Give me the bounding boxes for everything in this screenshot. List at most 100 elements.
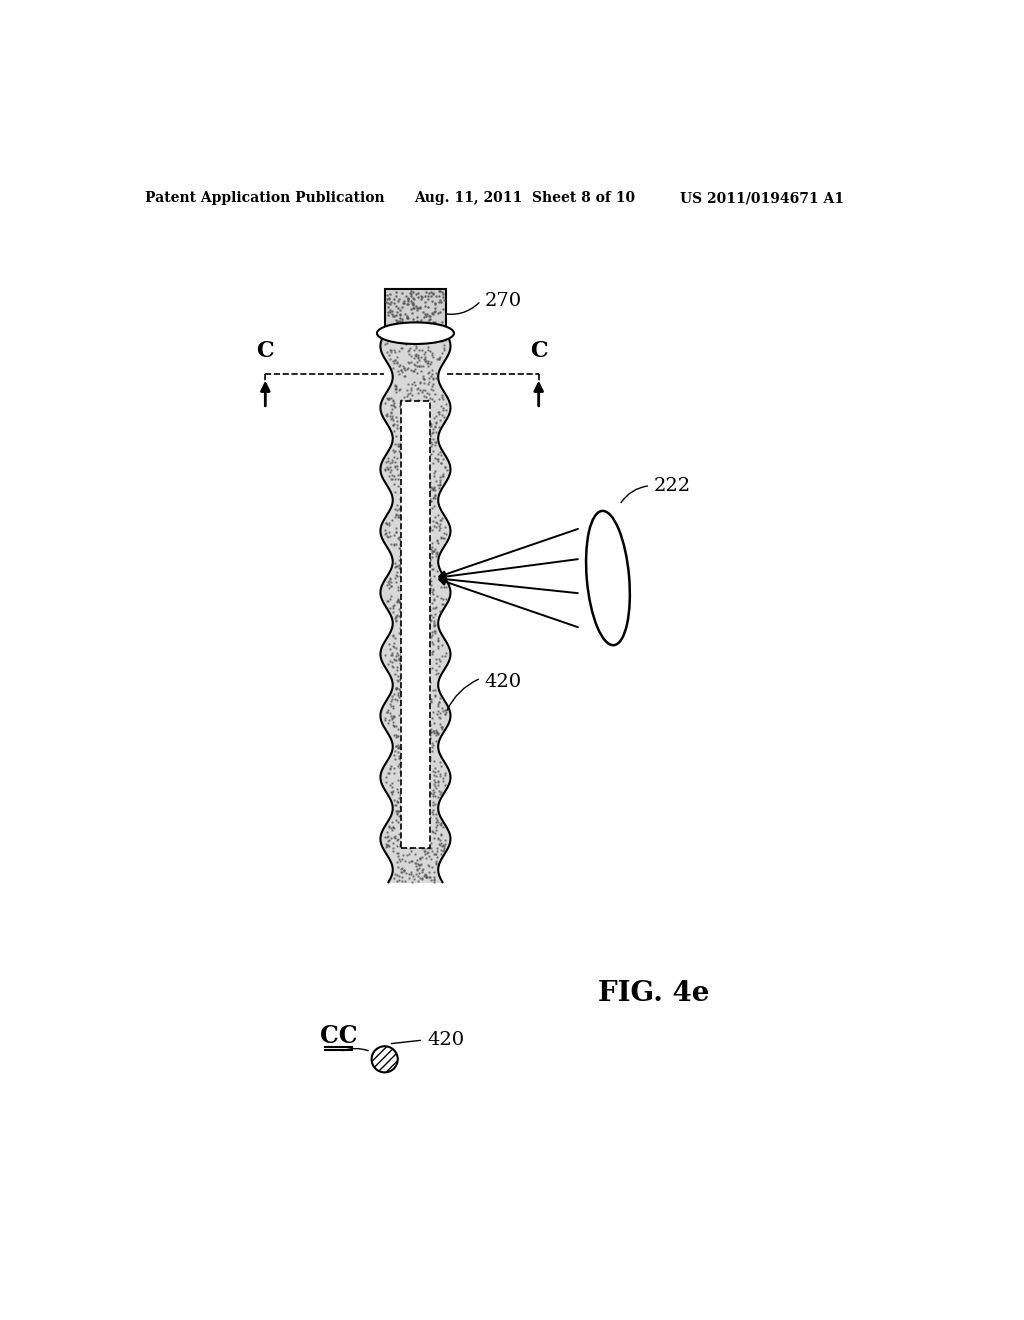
Text: FIG. 4e: FIG. 4e xyxy=(598,981,710,1007)
Point xyxy=(396,741,413,762)
Point xyxy=(423,554,439,576)
Point xyxy=(409,764,425,785)
Point xyxy=(435,768,452,789)
Point xyxy=(406,488,422,510)
Point xyxy=(413,533,429,554)
Point xyxy=(406,339,422,360)
Point xyxy=(425,578,441,599)
Point xyxy=(412,653,428,675)
Point xyxy=(414,599,430,620)
Point xyxy=(416,496,432,517)
Point xyxy=(401,752,418,774)
Point xyxy=(396,434,413,455)
Point xyxy=(421,731,437,752)
Point xyxy=(390,549,407,570)
Point xyxy=(388,378,404,399)
Point xyxy=(379,826,395,847)
Point xyxy=(385,841,401,862)
Point xyxy=(426,616,442,638)
Point xyxy=(412,677,428,698)
Point xyxy=(407,319,423,341)
Point xyxy=(397,717,414,738)
Point xyxy=(408,539,424,560)
Point xyxy=(393,861,410,882)
Point xyxy=(438,459,455,480)
Point xyxy=(408,296,424,317)
Point xyxy=(402,709,419,730)
Point xyxy=(406,638,422,659)
Point xyxy=(435,407,452,428)
Point xyxy=(403,426,420,447)
Point xyxy=(431,478,447,499)
Point xyxy=(410,323,426,345)
Point xyxy=(392,833,409,854)
Point xyxy=(407,741,423,762)
Point xyxy=(387,607,403,628)
Point xyxy=(402,770,419,791)
Point xyxy=(418,474,434,495)
Point xyxy=(426,869,442,890)
Point xyxy=(419,766,435,787)
Point xyxy=(432,292,449,313)
Point xyxy=(382,644,398,665)
Point xyxy=(386,744,402,766)
Point xyxy=(435,298,452,319)
Point xyxy=(391,680,408,701)
Point xyxy=(415,814,431,836)
Point xyxy=(430,474,446,495)
Point xyxy=(416,676,432,697)
Point xyxy=(399,451,416,473)
Point xyxy=(418,747,434,768)
Point xyxy=(401,343,418,364)
Point xyxy=(417,341,433,362)
Point xyxy=(420,510,436,531)
Point xyxy=(423,841,439,862)
Point xyxy=(416,422,432,444)
Point xyxy=(408,343,424,364)
Point xyxy=(424,737,440,758)
Point xyxy=(419,552,435,573)
Point xyxy=(408,582,424,603)
Point xyxy=(413,605,429,626)
Point xyxy=(434,645,451,667)
Point xyxy=(412,465,428,486)
Point xyxy=(394,871,411,892)
Point xyxy=(400,639,417,660)
Point xyxy=(390,828,407,849)
Point xyxy=(428,285,444,306)
Point xyxy=(427,331,443,352)
Point xyxy=(386,339,402,360)
Point xyxy=(415,750,431,771)
Point xyxy=(436,457,453,478)
Point xyxy=(415,675,431,696)
Point xyxy=(432,601,449,622)
Point xyxy=(391,805,408,826)
Point xyxy=(426,302,442,323)
Point xyxy=(408,565,424,586)
Point xyxy=(423,690,439,711)
Point xyxy=(392,566,409,587)
Point xyxy=(436,338,453,359)
Point xyxy=(388,590,404,611)
Point xyxy=(432,813,449,834)
Point xyxy=(412,298,428,319)
Point xyxy=(379,513,395,535)
Point xyxy=(399,488,416,510)
Point xyxy=(394,858,411,879)
Point xyxy=(432,702,449,723)
Point xyxy=(406,281,422,302)
Point xyxy=(389,434,406,455)
Point xyxy=(397,737,414,758)
Point xyxy=(428,816,444,837)
Point xyxy=(395,355,412,376)
Point xyxy=(391,305,408,326)
Point xyxy=(423,582,439,603)
Point xyxy=(397,664,414,685)
Point xyxy=(404,672,421,693)
Point xyxy=(382,300,398,321)
Point xyxy=(380,763,396,784)
Point xyxy=(433,507,450,528)
Point xyxy=(421,309,437,330)
Point xyxy=(430,628,446,649)
Point xyxy=(399,305,416,326)
